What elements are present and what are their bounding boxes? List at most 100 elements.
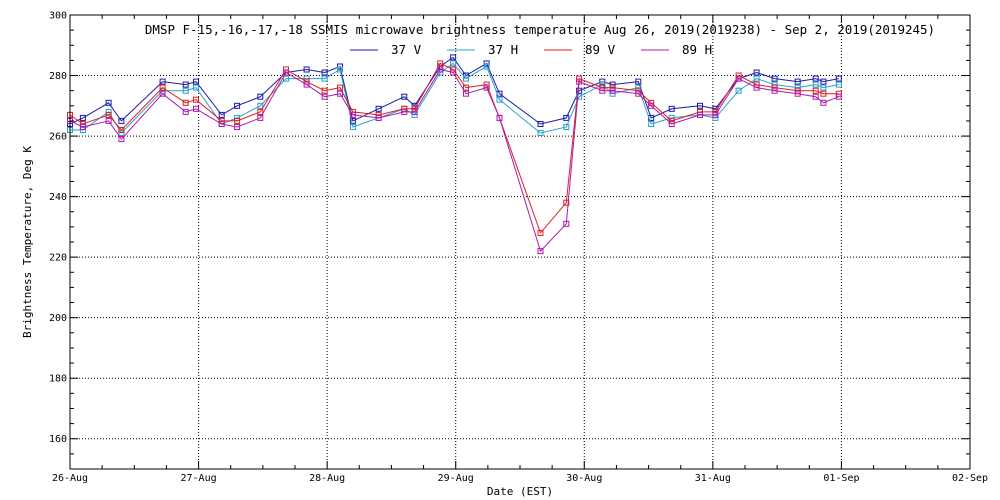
data-point [576, 78, 583, 85]
x-tick-label: 27-Aug [181, 473, 217, 484]
series-line [69, 62, 839, 234]
data-point [79, 124, 86, 130]
data-point [105, 111, 112, 118]
data-point [349, 117, 356, 124]
data-point [753, 69, 760, 76]
data-point [812, 87, 819, 94]
data-point [537, 248, 544, 255]
data-point [283, 69, 289, 76]
data-point [648, 121, 655, 127]
data-point [812, 81, 819, 88]
x-tick-label: 26-Aug [52, 473, 88, 484]
x-tick-label: 31-Aug [695, 473, 731, 484]
data-point [193, 105, 199, 112]
data-point [483, 63, 490, 70]
x-tick-label: 28-Aug [309, 473, 345, 484]
data-point [218, 121, 225, 127]
data-point [753, 84, 760, 91]
grid-lines [70, 15, 970, 469]
data-point [159, 90, 166, 97]
data-point [337, 84, 343, 91]
data-point [820, 84, 827, 91]
data-point [193, 96, 199, 103]
data-point [450, 54, 457, 61]
y-tick-label: 280 [49, 71, 67, 82]
series-line [69, 68, 839, 253]
data-point [257, 93, 264, 100]
y-tick-label: 200 [49, 313, 67, 324]
data-point [105, 99, 112, 106]
data-point [820, 99, 827, 106]
data-point [321, 75, 328, 82]
data-point [835, 75, 842, 82]
data-point [401, 108, 408, 115]
data-point [257, 114, 264, 121]
data-point [182, 81, 189, 88]
data-point [450, 69, 457, 76]
y-axis-label: Brightness Temperature, Deg K [21, 146, 34, 338]
y-tick-label: 180 [49, 374, 67, 385]
data-point [735, 75, 742, 82]
data-point [159, 78, 166, 85]
data-point [599, 84, 606, 91]
data-point [79, 114, 86, 121]
x-tick-label: 01-Sep [823, 473, 859, 484]
data-point [835, 81, 842, 88]
data-point [463, 90, 469, 97]
data-point [563, 220, 570, 227]
data-point [437, 66, 444, 73]
data-point [118, 117, 125, 124]
y-tick-label: 240 [49, 192, 67, 203]
data-point [375, 105, 382, 112]
data-point [303, 81, 310, 88]
data-point [812, 93, 819, 100]
data-point [337, 66, 343, 73]
data-point [735, 87, 742, 94]
chart-title: DMSP F-15,-16,-17,-18 SSMIS microwave br… [145, 22, 935, 37]
legend-label: 37 H [488, 42, 518, 57]
data-point [794, 90, 801, 97]
data-point [257, 102, 264, 109]
data-point [105, 117, 112, 124]
data-point [794, 78, 801, 85]
data-point [599, 87, 606, 94]
data-point [483, 84, 490, 91]
data-point [537, 130, 544, 136]
data-point [159, 84, 166, 91]
data-point [576, 93, 583, 100]
data-point [794, 84, 801, 91]
data-point [735, 72, 742, 79]
data-point [771, 87, 778, 94]
data-point [321, 87, 328, 94]
data-point [820, 90, 827, 97]
data-point [234, 117, 241, 124]
data-point [218, 111, 225, 118]
axis-ticks: 26-Aug 27-Aug 28-Aug 29-Aug 30-Aug 31-Aug 01-S… [49, 11, 988, 485]
data-point [182, 108, 189, 115]
data-point [753, 75, 760, 82]
data-point [668, 121, 675, 127]
data-point [483, 60, 490, 67]
data-point [463, 75, 469, 82]
data-point [401, 105, 408, 112]
legend-label: 89 V [585, 42, 616, 57]
data-point [337, 90, 343, 97]
data-point [648, 102, 655, 109]
data-point [576, 87, 583, 94]
data-point [496, 96, 503, 103]
data-point [303, 66, 310, 73]
data-point [609, 87, 616, 94]
data-point [193, 84, 199, 91]
data-point [697, 102, 703, 109]
data-point [835, 93, 842, 100]
data-point [609, 84, 616, 91]
data-point [563, 124, 570, 130]
y-tick-label: 160 [49, 434, 67, 445]
data-point [193, 78, 199, 85]
data-point [697, 111, 703, 118]
data-point [118, 136, 125, 143]
data-point [283, 75, 289, 82]
data-point [234, 124, 241, 130]
